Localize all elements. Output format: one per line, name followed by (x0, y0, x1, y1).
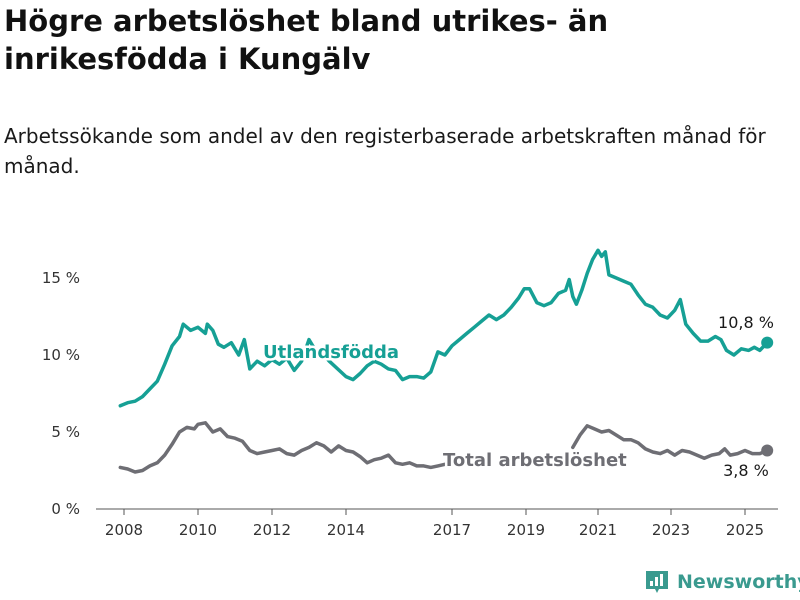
x-tick-label: 2021 (579, 521, 617, 539)
x-tick-label: 2012 (253, 521, 291, 539)
newsworthy-logo-icon (646, 571, 668, 593)
y-tick-label: 5 % (51, 423, 80, 441)
series-line-total (571, 424, 769, 460)
y-tick-label: 15 % (42, 269, 80, 287)
label-layer: Utlandsfödda Total arbetslöshet 10,8 % 3,8 … (261, 313, 774, 480)
x-tick-label: 2008 (105, 521, 143, 539)
x-tick-label: 2025 (726, 521, 764, 539)
series-line-total (118, 421, 447, 474)
series-end-point (761, 444, 774, 457)
x-tick-label: 2014 (327, 521, 365, 539)
series-line-utlandsfodda (118, 248, 769, 408)
series-label-total: Total arbetslöshet (443, 450, 627, 471)
y-tick-label: 0 % (51, 500, 80, 518)
x-tick-label: 2023 (652, 521, 690, 539)
end-value-label-utlandsfodda: 10,8 % (718, 313, 774, 332)
axis-layer: 0 % 5 % 10 % 15 % 2008 2010 2012 2014 2017 2019 20… (42, 269, 778, 539)
chart-subtitle: Arbetssökande som andel av den registerb… (4, 124, 766, 178)
x-tick-label: 2017 (433, 521, 471, 539)
newsworthy-logo-text: Newsworthy (677, 571, 800, 593)
x-tick-label: 2010 (179, 521, 217, 539)
series-layer (118, 248, 774, 474)
series-label-utlandsfodda: Utlandsfödda (263, 342, 399, 363)
newsworthy-logo: Newsworthy (644, 569, 800, 595)
y-tick-label: 10 % (42, 346, 80, 364)
series-end-point (761, 336, 774, 349)
chart-title: Högre arbetslöshet bland utrikes- än inr… (4, 4, 609, 76)
x-tick-label: 2019 (507, 521, 545, 539)
end-value-label-total: 3,8 % (723, 461, 769, 480)
